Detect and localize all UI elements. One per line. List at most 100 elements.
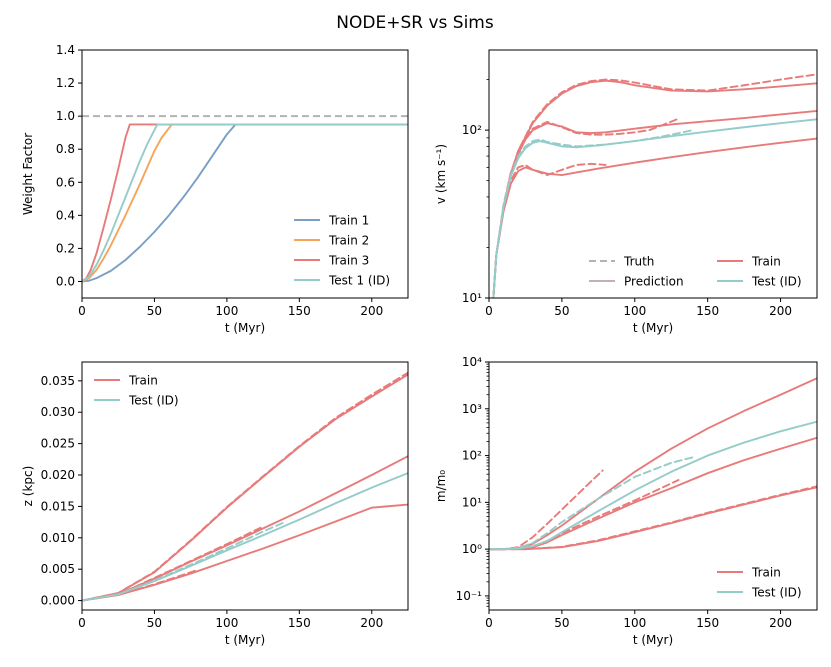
axes-frame [81,49,409,299]
series-line-7 [489,456,695,551]
y-tick-label: 0.005 [41,562,75,576]
series-line-7 [492,129,695,298]
series-group [82,371,408,602]
panel-mass: 0 50 100 150 200 t (Myr) 10⁻¹ 10⁰ 10¹ 10² 10³ 10⁴ m/… [434,355,818,647]
legend-label-1: Test (ID) [128,394,179,408]
x-tick-label: 0 [485,616,493,630]
y-tick-label: 0.0 [56,274,75,288]
x-tick-label: 100 [215,304,238,318]
y-tick-label: 0.030 [41,405,75,419]
legend: Train Test (ID) [94,374,179,408]
figure-suptitle: NODE+SR vs Sims [336,13,494,33]
series-line-3 [489,479,680,551]
y-tick-label: 1.2 [56,76,75,90]
x-axis-label: t (Myr) [633,321,673,335]
y-axis-label: z (kpc) [21,466,35,507]
x-axis-label: t (Myr) [225,321,265,335]
x-tick-label: 0 [78,304,86,318]
y-tick-label: 0.000 [41,594,75,608]
x-tick-label: 150 [288,304,311,318]
series-line-1 [82,371,408,602]
series-group [489,377,817,551]
axes-frame [81,361,409,611]
y-tick-label: 0.2 [56,241,75,255]
series-line-5 [492,162,607,298]
x-tick-label: 150 [288,616,311,630]
y-tick-label: 0.4 [56,208,75,222]
x-tick-label: 50 [147,616,162,630]
series-group [492,73,817,298]
y-tick-label: 10⁰ [462,542,482,556]
y-tick-label: 0.015 [41,499,75,513]
panel-velocity: 0 50 100 150 200 t (Myr) 10¹ 10² v (km s⁻¹) Truth… [434,49,818,335]
series-line-3 [82,525,265,602]
y-axis-label: m/m₀ [434,470,448,502]
x-tick-label: 50 [554,616,569,630]
x-tick-label: 100 [215,616,238,630]
y-tick-label: 0.6 [56,175,75,189]
x-tick-label: 200 [769,304,792,318]
y-tick-label: 10² [462,449,482,463]
y-tick-label: 0.8 [56,142,75,156]
y-tick-label: 0.020 [41,468,75,482]
x-tick-label: 150 [696,616,719,630]
legend-label-1: Test (ID) [751,586,802,600]
series-line-3 [82,123,408,283]
legend-label-1: Train 2 [328,234,369,248]
series-group [82,115,408,283]
x-tick-label: 100 [623,304,646,318]
panel-weight: 0 50 100 150 200 t (Myr) 0.0 0.2 0.4 0.6 0.8 1.0 1.2… [21,43,409,335]
y-tick-label: 10⁴ [462,355,482,369]
series-line-6 [492,118,817,298]
x-tick-label: 200 [360,304,383,318]
y-tick-label: 0.010 [41,531,75,545]
y-tick-label: 10¹ [462,291,482,305]
series-line-6 [489,420,817,551]
y-tick-label: 0.035 [41,374,75,388]
legend-label-0: Train [751,566,781,580]
y-axis-label: Weight Factor [21,133,35,215]
legend: Truth Train Prediction Test (ID) [589,255,802,289]
x-tick-label: 50 [554,304,569,318]
legend-label-3: Test 1 (ID) [328,274,390,288]
x-axis-label: t (Myr) [225,633,265,647]
series-line-1 [489,469,604,551]
legend: Train 1 Train 2 Train 3 Test 1 (ID) [294,214,390,288]
legend-label-0: Train [128,374,158,388]
legend-label-2: Prediction [624,275,684,289]
panel-height: 0 50 100 150 200 t (Myr) 0.000 0.005 0.010 0.015 0… [21,361,409,647]
legend: Train Test (ID) [717,566,802,600]
legend-label-2: Train 3 [328,254,369,268]
y-tick-label: 1.0 [56,109,75,123]
x-tick-label: 200 [360,616,383,630]
x-tick-label: 0 [485,304,493,318]
y-tick-label: 1.4 [56,43,75,57]
y-tick-label: 10⁻¹ [456,589,483,603]
x-tick-label: 200 [769,616,792,630]
series-line-5 [489,485,817,551]
legend-label-0: Truth [623,255,654,269]
series-line-2 [82,455,408,602]
x-tick-label: 0 [78,616,86,630]
x-tick-label: 100 [623,616,646,630]
series-line-0 [489,377,817,551]
legend-label-0: Train 1 [328,214,369,228]
y-tick-label: 10¹ [462,495,482,509]
y-tick-label: 0.025 [41,437,75,451]
legend-label-3: Test (ID) [751,275,802,289]
x-tick-label: 50 [147,304,162,318]
y-tick-label: 10² [462,123,482,137]
legend-label-1: Train [751,255,781,269]
series-line-0 [82,123,408,283]
y-tick-label: 10³ [462,402,482,416]
series-line-0 [82,373,408,602]
axes-frame [488,361,818,611]
axes-frame [488,49,818,299]
series-line-7 [82,521,286,602]
series-line-2 [82,123,408,283]
y-axis-label: v (km s⁻¹) [434,144,448,204]
x-axis-label: t (Myr) [633,633,673,647]
series-line-1 [82,123,408,283]
x-tick-label: 150 [696,304,719,318]
